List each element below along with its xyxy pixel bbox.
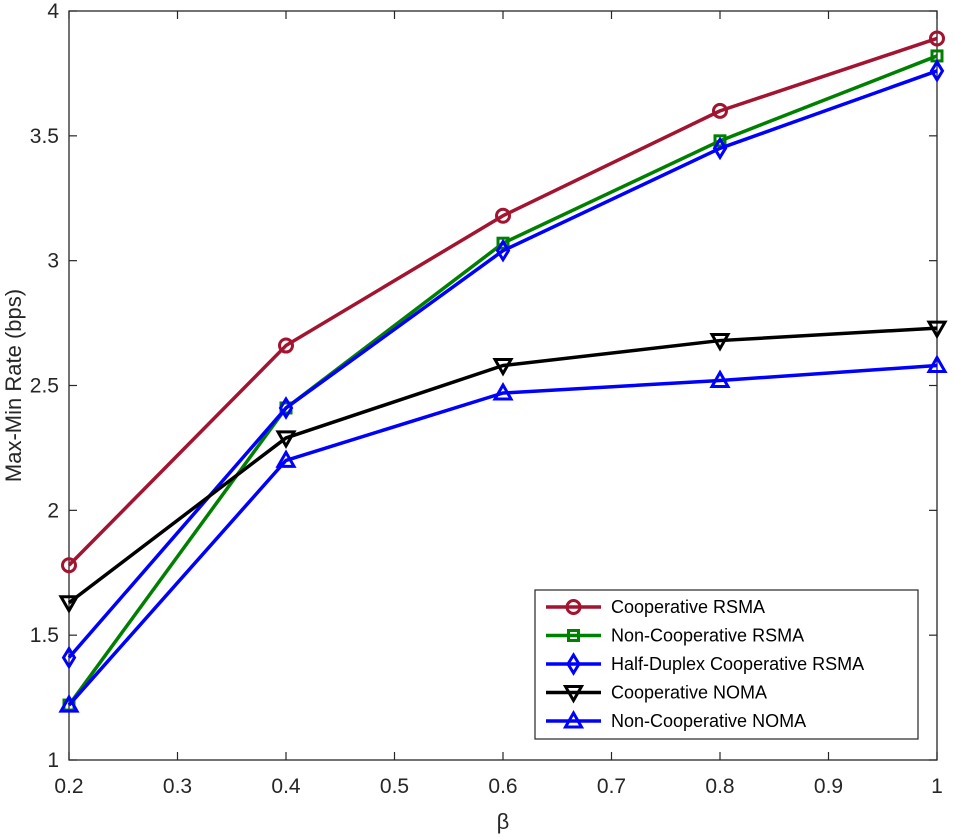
series-line — [67, 363, 938, 707]
x-tick-label: 0.9 — [814, 775, 843, 798]
series-4 — [58, 320, 948, 614]
legend: Cooperative RSMA Non-Cooperative RSMA Half… — [534, 589, 919, 740]
legend-marker — [562, 709, 585, 729]
series-5 — [58, 354, 948, 713]
x-tick-label: 0.4 — [271, 775, 301, 798]
y-tick-label: 3.5 — [30, 125, 59, 148]
legend-label: Cooperative NOMA — [611, 683, 767, 703]
y-tick-label: 1 — [47, 749, 59, 772]
data-point — [495, 207, 511, 224]
legend-label: Non-Cooperative RSMA — [611, 626, 804, 646]
data-point — [712, 102, 728, 119]
data-point — [929, 30, 945, 47]
legend-marker — [562, 685, 585, 704]
series-lines — [58, 30, 948, 713]
series-line — [67, 326, 938, 605]
y-tick-label: 2.5 — [30, 375, 59, 398]
x-tick-label: 0.2 — [54, 775, 83, 798]
data-point — [61, 645, 77, 670]
legend-label: Cooperative RSMA — [611, 597, 765, 617]
data-point — [709, 369, 731, 389]
series-1 — [61, 30, 945, 574]
data-point — [58, 595, 80, 614]
data-point — [278, 337, 294, 354]
legend-marker — [567, 629, 580, 642]
data-point — [492, 358, 514, 377]
data-point — [496, 236, 510, 250]
data-point — [929, 59, 945, 83]
data-point — [495, 238, 511, 263]
x-axis-label: β — [497, 809, 510, 834]
legend-entry: Cooperative NOMA — [546, 683, 767, 704]
data-point — [278, 396, 294, 420]
data-point — [926, 320, 948, 340]
y-axis-label: Max-Min Rate (bps) — [1, 289, 26, 482]
x-tick-label: 0.7 — [597, 775, 626, 798]
legend-entry: Non-Cooperative RSMA — [546, 626, 804, 646]
x-tick-label: 1 — [931, 775, 943, 798]
legend-entry: Cooperative RSMA — [546, 597, 765, 617]
data-point — [492, 381, 514, 401]
data-point — [275, 449, 297, 468]
legend-label: Half-Duplex Cooperative RSMA — [611, 654, 864, 674]
x-tick-label: 0.8 — [705, 775, 734, 798]
data-point — [275, 430, 297, 449]
y-tick-label: 2 — [47, 499, 59, 522]
data-point — [58, 694, 80, 713]
x-tick-label: 0.5 — [380, 775, 409, 798]
x-tick-label: 0.6 — [488, 775, 517, 798]
y-tick-label: 3 — [47, 250, 59, 273]
y-tick-label: 1.5 — [30, 624, 59, 647]
series-line — [67, 36, 938, 567]
data-point — [713, 134, 727, 148]
data-point — [712, 136, 728, 161]
data-point — [926, 354, 948, 374]
legend-entry: Half-Duplex Cooperative RSMA — [546, 652, 864, 676]
x-tick-label: 0.3 — [163, 775, 192, 798]
data-point — [709, 333, 731, 352]
legend-entry: Non-Cooperative NOMA — [546, 709, 806, 731]
legend-label: Non-Cooperative NOMA — [611, 711, 806, 731]
data-point — [61, 557, 77, 574]
legend-marker — [565, 599, 582, 615]
legend-marker — [566, 652, 581, 676]
y-tick-label: 4 — [47, 0, 59, 23]
